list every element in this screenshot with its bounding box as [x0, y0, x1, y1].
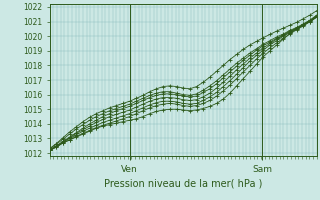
X-axis label: Pression niveau de la mer( hPa ): Pression niveau de la mer( hPa ) [104, 178, 262, 188]
